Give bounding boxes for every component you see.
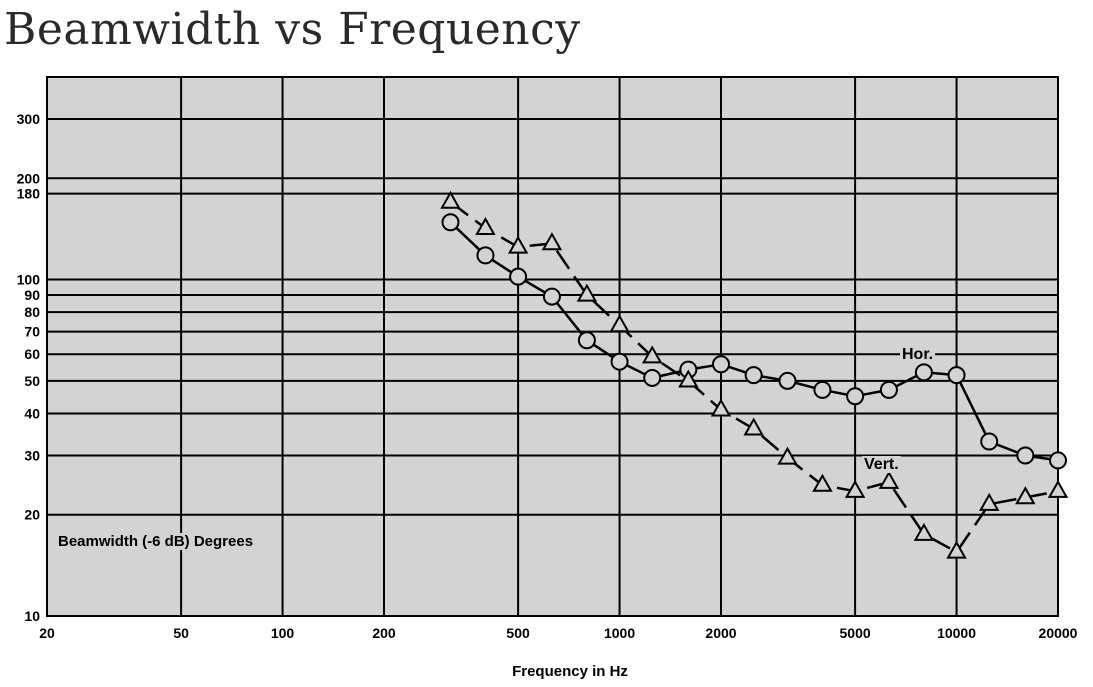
page-title: Beamwidth vs Frequency [4,4,581,55]
data-point-vert [710,398,732,417]
data-point-hor [914,363,933,382]
x-tick-label: 500 [506,625,530,641]
y-tick-label: 20 [24,507,40,523]
annot-hor-backing [900,346,936,363]
data-point-hor [509,267,528,286]
y-axis-label: Beamwidth (-6 dB) Degrees [58,533,253,550]
series-label-hor: Hor. [902,346,933,363]
data-point-vert [475,216,496,236]
y-tick-label: 300 [17,111,41,127]
data-point-vert [576,283,598,302]
y-tick-label: 80 [24,304,40,320]
y-tick-label: 70 [24,324,40,340]
data-point-hor [441,213,460,232]
x-tick-label: 5000 [840,625,871,641]
series-label-vert: Vert. [864,456,899,473]
y-tick-label: 60 [24,346,40,362]
data-point-hor [610,352,629,371]
data-point-vert [641,345,663,364]
x-tick-label: 2000 [705,625,736,641]
data-point-hor [643,368,662,387]
y-tick-label: 40 [24,405,40,421]
y-tick-label: 50 [24,373,40,389]
data-point-hor [813,380,832,399]
data-point-vert [1015,486,1036,505]
data-point-hor [947,366,966,385]
data-point-hor [778,371,797,390]
data-point-vert [609,314,630,333]
y-tick-label: 90 [24,287,40,303]
data-point-vert [507,235,529,254]
data-point-hor [577,331,596,350]
x-tick-label: 100 [271,625,295,641]
plot-frame [46,76,1059,617]
data-point-vert [946,540,967,559]
data-point-hor [1016,446,1035,465]
data-point-hor [1049,451,1067,470]
data-point-vert [844,479,866,498]
x-tick-label: 20 [39,625,55,641]
data-point-hor [980,432,999,451]
data-point-hor [846,387,865,406]
x-tick-label: 1000 [604,625,635,641]
data-point-vert [541,232,563,251]
y-tick-label: 100 [17,272,41,288]
x-tick-label: 50 [173,625,189,641]
data-point-hor [476,246,495,265]
x-tick-label: 20000 [1039,625,1078,641]
ylabel-backing [56,533,256,550]
y-tick-label: 200 [17,170,41,186]
data-point-vert [743,417,764,436]
data-point-vert [913,522,935,541]
data-point-vert [1047,479,1069,498]
x-tick-label: 200 [372,625,396,641]
data-point-vert [678,369,699,388]
data-point-hor [744,366,763,385]
data-point-vert [878,470,900,489]
data-point-vert [812,473,833,492]
y-tick-label: 30 [24,447,40,463]
plot-area [47,77,1058,616]
data-point-vert [440,190,461,209]
data-point-hor [542,287,561,306]
data-point-vert [978,492,1000,511]
data-point-hor [712,355,730,374]
y-tick-label: 180 [17,186,41,202]
y-tick-label: 10 [24,608,40,624]
annot-vert-backing [862,456,901,473]
data-point-vert [777,446,798,465]
x-tick-label: 10000 [937,625,976,641]
x-axis-label: Frequency in Hz [512,663,628,680]
data-point-hor [879,380,898,399]
